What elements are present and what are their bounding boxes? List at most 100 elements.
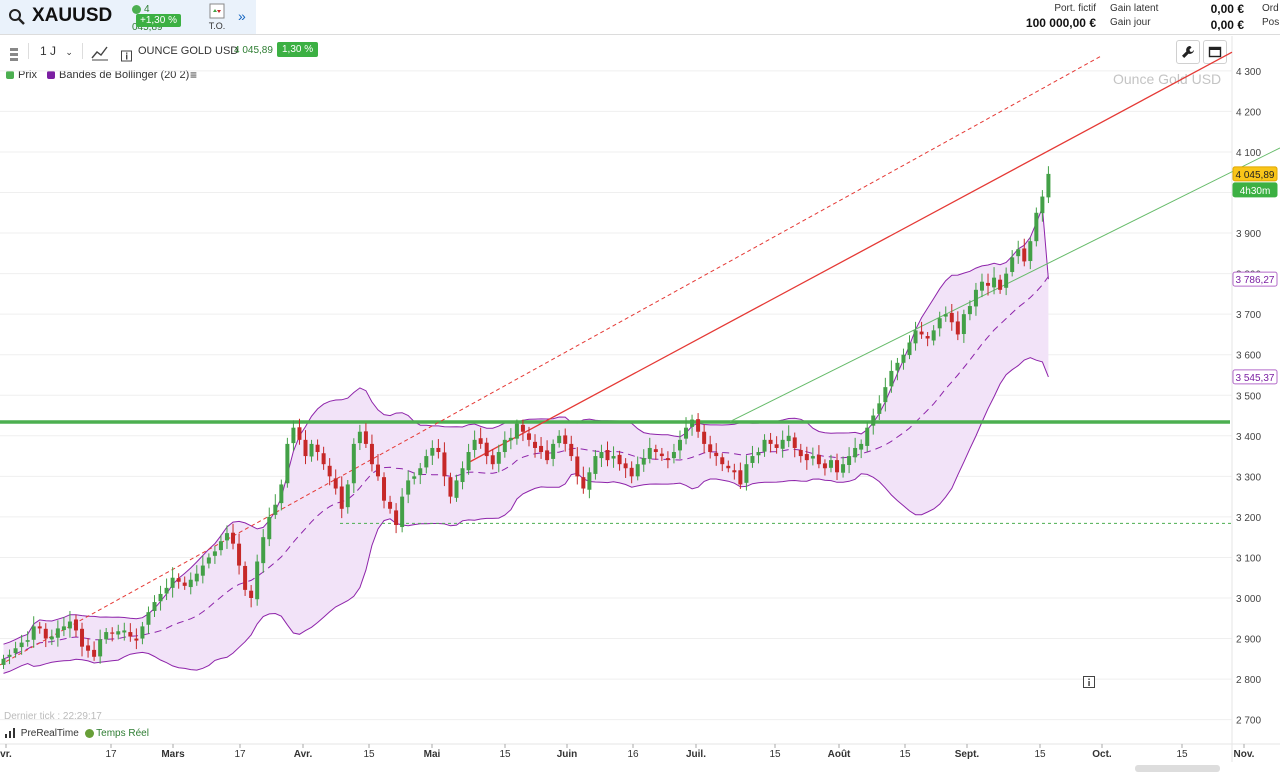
last-price-tag: 4 045,89: [1236, 170, 1275, 181]
candle: [61, 626, 66, 631]
drag-handle-icon[interactable]: [8, 43, 20, 65]
candle: [152, 602, 157, 611]
candle: [424, 456, 429, 468]
interval-label: 1 J: [40, 44, 57, 58]
legend-item-price[interactable]: Prix: [6, 69, 37, 81]
candle: [816, 454, 821, 465]
candle: [539, 445, 544, 453]
y-tick-label: 3 600: [1236, 351, 1261, 362]
candle: [871, 415, 876, 426]
candle: [581, 477, 586, 489]
candle: [86, 645, 91, 651]
candle: [188, 579, 193, 588]
double-chevron-right-icon[interactable]: »: [238, 8, 246, 24]
search-icon[interactable]: [8, 8, 26, 26]
candle: [327, 465, 332, 477]
candle: [31, 626, 36, 640]
interval-select[interactable]: 1 J ⌄: [40, 40, 73, 62]
wrench-button[interactable]: [1176, 40, 1200, 64]
x-tick-label: Mars: [161, 749, 185, 760]
prerealtime-label: PreRealTime: [20, 728, 79, 740]
candle: [291, 427, 296, 444]
status-dot: [132, 5, 141, 15]
realtime-label: Temps Réel: [96, 728, 149, 740]
gain-jour-value: 0,00 €: [1210, 18, 1244, 32]
ord-label: Ord: [1262, 3, 1279, 14]
x-tick-label: 15: [499, 749, 511, 760]
symbol-block[interactable]: XAUUSD 4 045,89 +1,30 % T.O. »: [0, 0, 256, 34]
bollinger-upper-tag-box: [1232, 271, 1278, 287]
candle: [285, 443, 290, 484]
candle: [756, 452, 761, 456]
x-tick-label: Juil.: [686, 749, 706, 760]
candle: [369, 443, 374, 465]
to-label: T.O.: [208, 21, 226, 31]
candle: [877, 403, 882, 414]
candle: [762, 439, 767, 452]
info-icon[interactable]: [121, 45, 132, 67]
x-tick-label: 15: [1176, 749, 1188, 760]
to-button[interactable]: T.O.: [202, 2, 232, 32]
candle: [218, 541, 223, 551]
horizontal-scrollbar[interactable]: [1135, 765, 1220, 772]
candle: [49, 636, 54, 640]
candle: [883, 387, 888, 403]
candle: [955, 321, 960, 335]
toolbar-divider: [82, 43, 83, 59]
y-tick-label: 2 700: [1236, 716, 1261, 727]
y-tick-label: 2 800: [1236, 675, 1261, 686]
candle: [569, 443, 574, 457]
signal-icon: [5, 728, 15, 738]
candle: [853, 447, 858, 458]
candle: [309, 443, 314, 457]
account-fictif-label: Port. fictif: [1054, 3, 1096, 14]
bollinger-middle: [3, 276, 1049, 660]
candle: [895, 362, 900, 371]
wrench-icon: [1182, 46, 1194, 58]
candle: [1034, 212, 1039, 242]
chart-toolbar: 1 J ⌄ OUNCE GOLD USD 4 045,89 1,30 %: [0, 40, 330, 64]
x-tick-label: 15: [1034, 749, 1046, 760]
candle: [134, 638, 139, 641]
candle: [937, 318, 942, 329]
chart-type-icon[interactable]: [90, 42, 110, 64]
candle: [1040, 196, 1045, 214]
candle: [73, 619, 78, 631]
info-icon[interactable]: [1083, 676, 1095, 688]
candle: [43, 628, 48, 639]
candle: [454, 480, 459, 498]
candle: [629, 467, 634, 477]
change-badge: +1,30 %: [136, 14, 181, 27]
candle: [750, 456, 755, 463]
candle: [418, 468, 423, 476]
candle: [430, 447, 435, 456]
candle: [436, 447, 441, 453]
candle: [545, 450, 550, 461]
x-tick-label: Mai: [424, 749, 441, 760]
candle: [478, 438, 483, 444]
candle: [321, 453, 326, 465]
candle: [973, 289, 978, 307]
candle: [466, 452, 471, 471]
candle: [508, 437, 513, 441]
candle: [738, 470, 743, 485]
candle: [665, 458, 670, 461]
candle: [19, 642, 24, 648]
list-icon[interactable]: ≡: [190, 68, 198, 82]
legend-item-bollinger[interactable]: Bandes de Bollinger (20 2): [47, 69, 189, 81]
y-tick-label: 3 100: [1236, 553, 1261, 564]
candle: [13, 648, 18, 654]
candle: [925, 336, 930, 339]
x-tick-label: Sept.: [955, 749, 980, 760]
candle: [261, 537, 266, 564]
candle: [986, 282, 991, 286]
candle: [1004, 273, 1009, 288]
candle: [702, 431, 707, 444]
candle: [490, 455, 495, 465]
legend-label: Bandes de Bollinger (20 2): [59, 69, 190, 81]
window-button[interactable]: [1203, 40, 1227, 64]
legend-swatch: [6, 71, 14, 80]
resistance-trend-line: [469, 51, 1233, 463]
candle: [1, 658, 6, 665]
